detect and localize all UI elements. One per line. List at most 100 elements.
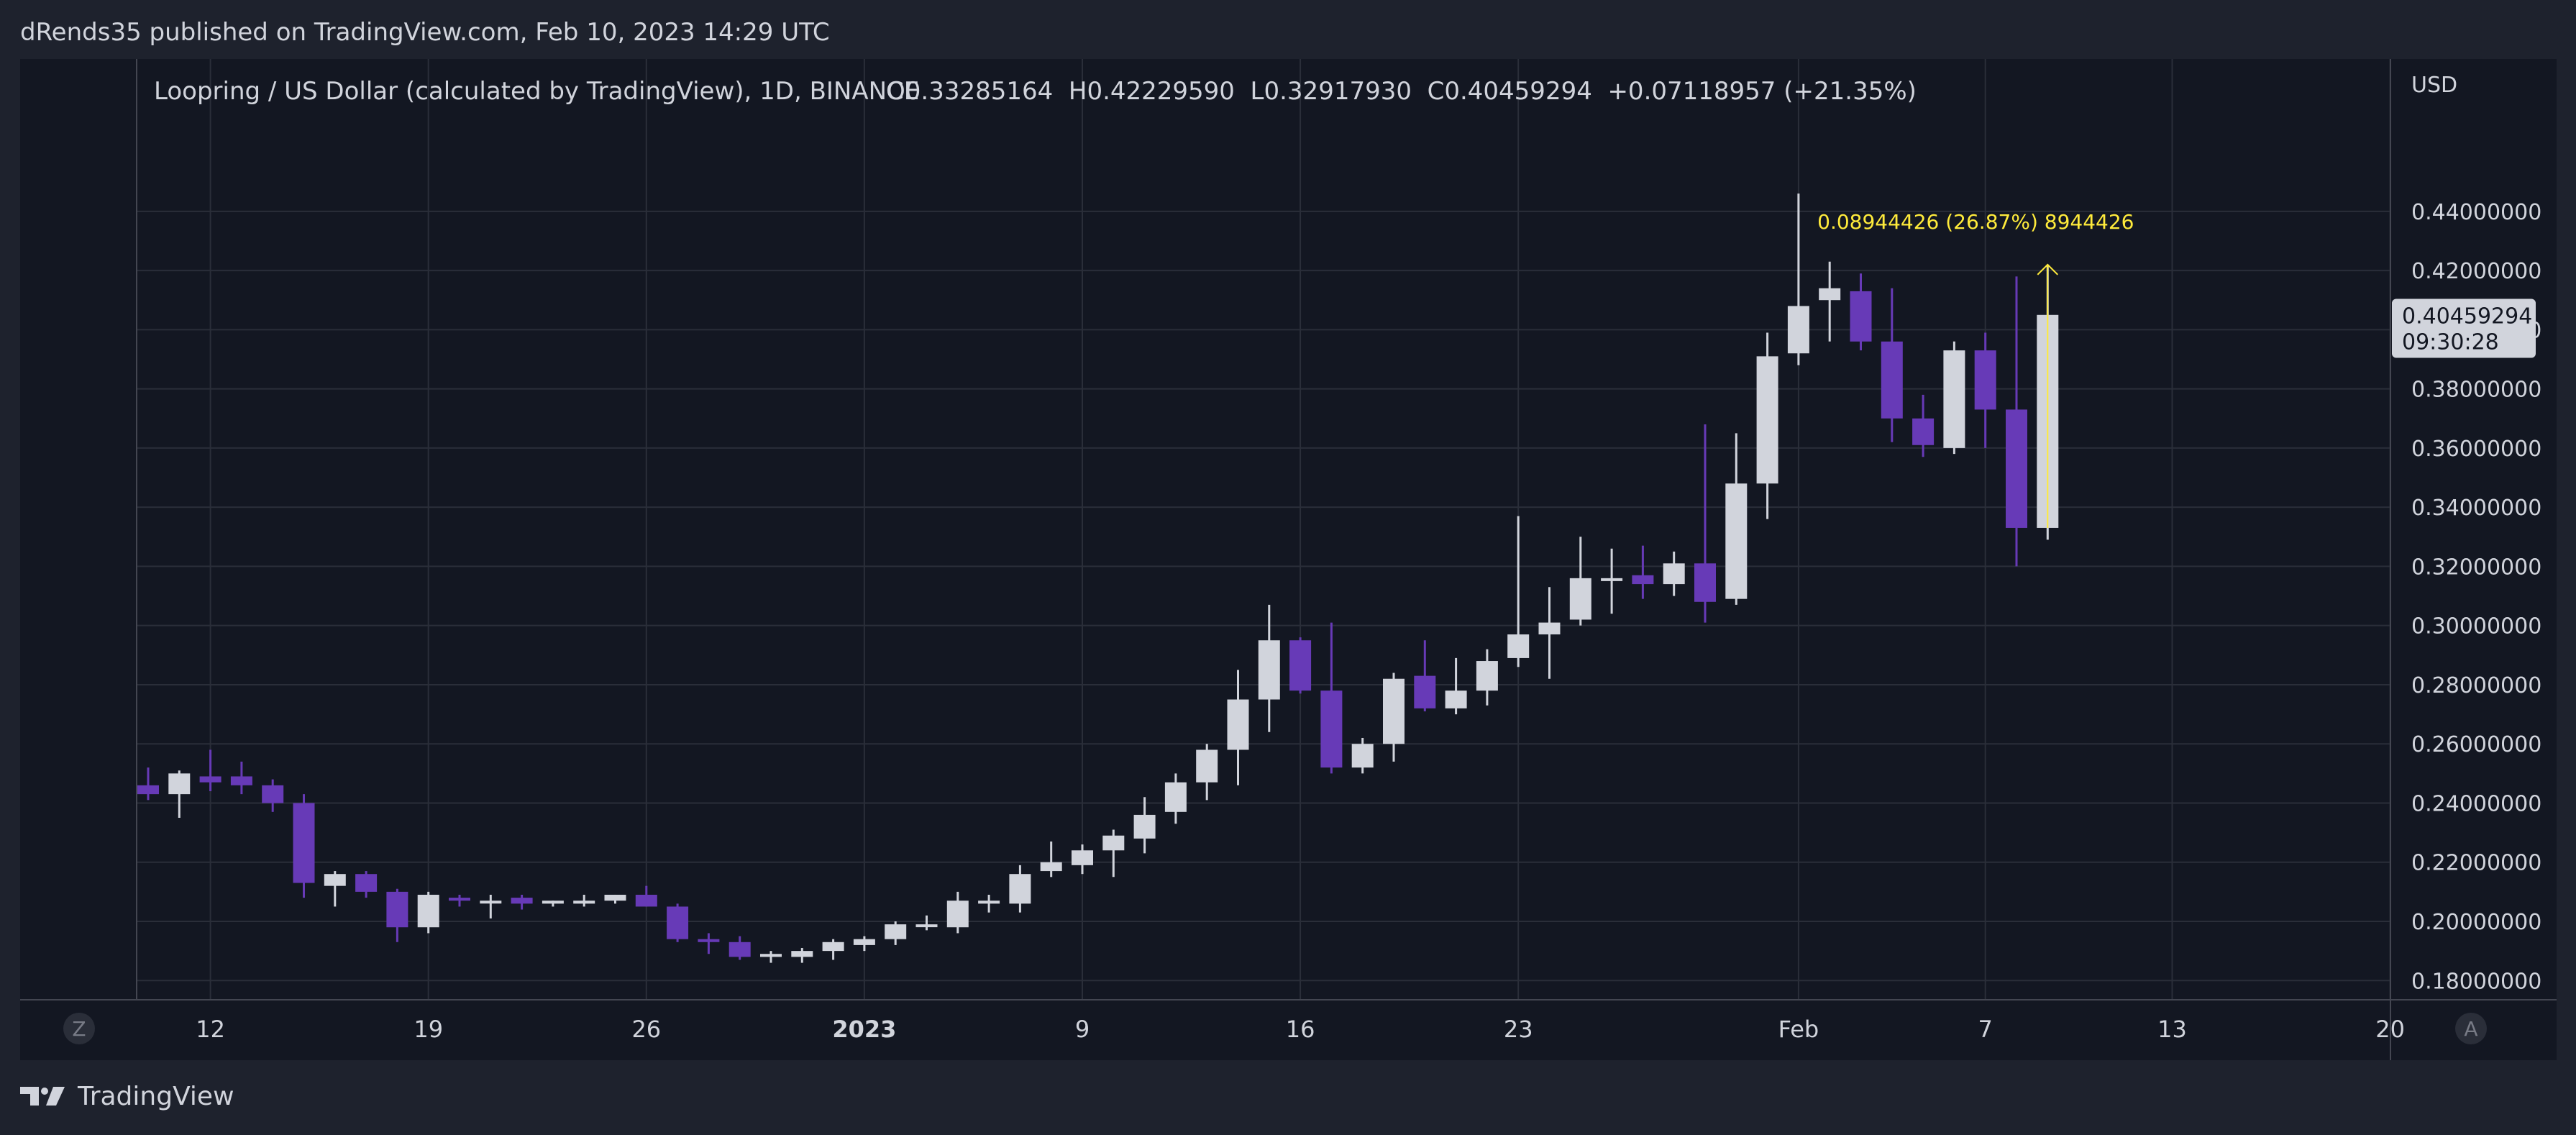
time-tick-label: 19 [414,1016,443,1043]
candle-body [199,776,221,783]
candle-body [417,894,439,928]
candle-body [1756,356,1778,484]
candle-body [1881,341,1903,419]
price-tick-label: 0.20000000 [2411,910,2541,935]
candle-body [1383,678,1405,744]
time-tick-label: 7 [1978,1016,1993,1043]
currency-label: USD [2411,73,2457,98]
price-axis-labels: 0.18000000 0.20000000 0.22000000 0.24000000… [2411,200,2541,994]
candle-body [1694,563,1716,602]
candle-body [1569,578,1591,620]
candle-body [230,776,252,785]
time-tick-label: 2023 [832,1016,896,1043]
price-tick-label: 0.44000000 [2411,200,2541,225]
log-scale-button[interactable]: Z [63,1013,95,1044]
candlestick-chart[interactable]: 0.08944426 (26.87%) 8944426 Loopring / U… [20,59,2557,1060]
time-tick-label: Feb [1778,1016,1819,1043]
candle-body [137,785,159,795]
price-tick-label: 0.28000000 [2411,673,2541,698]
candle-body [1601,578,1623,581]
candle-body [915,924,938,928]
candle-body [853,939,875,945]
candle-body [946,901,969,928]
candle-body [2006,409,2027,528]
candle-body [324,874,346,886]
candle-body [760,954,782,957]
candle-body [1040,862,1062,872]
tradingview-logo-icon [20,1087,65,1106]
candle-body [1819,288,1841,301]
last-price-badge: 0.40459294 09:30:28 [2392,298,2536,358]
time-tick-label: 13 [2157,1016,2187,1043]
price-tick-label: 0.38000000 [2411,378,2541,403]
price-tick-label: 0.26000000 [2411,732,2541,757]
footer-brand[interactable]: TradingView [20,1075,234,1118]
chart-background [20,59,2557,1060]
time-axis-labels: 12 19 26 2023 9 16 23 Feb 7 13 20 [196,1016,2405,1043]
auto-scale-label: A [2464,1017,2477,1041]
time-tick-label: 9 [1075,1016,1090,1043]
candle-body [1974,350,1996,410]
candle-body [293,803,315,883]
measure-annotation: 0.08944426 (26.87%) 8944426 [1817,210,2134,528]
time-tick-label: 23 [1504,1016,1533,1043]
published-text: dRends35 published on TradingView.com, F… [20,18,830,47]
price-tick-label: 0.24000000 [2411,791,2541,816]
time-tick-label: 12 [196,1016,225,1043]
price-tick-label: 0.22000000 [2411,851,2541,876]
candle-body [635,894,657,907]
candle-body [168,773,191,795]
candle-body [511,898,533,904]
chart-panel[interactable]: 0.08944426 (26.87%) 8944426 Loopring / U… [20,59,2557,1060]
candle-body [1320,690,1343,768]
candle-body [1445,690,1467,708]
candle-body [1102,835,1125,851]
candle-body [978,901,1000,904]
price-tick-label: 0.30000000 [2411,614,2541,639]
candle-body [1943,350,1965,448]
candle-body [573,901,595,904]
candle-body [729,942,751,957]
published-header: dRends35 published on TradingView.com, F… [0,0,2576,65]
candle-body [1632,575,1654,585]
price-tick-label: 0.18000000 [2411,969,2541,994]
candle-body [386,891,408,928]
auto-scale-button[interactable]: A [2455,1013,2487,1044]
price-tick-label: 0.32000000 [2411,555,2541,580]
candle-body [1507,634,1530,658]
candle-body [1476,661,1498,691]
candle-body [1196,749,1218,783]
candle-body [355,874,378,892]
symbol-title: Loopring / US Dollar (calculated by Trad… [154,77,919,106]
candle-body [262,785,284,803]
candle-body [1009,874,1031,904]
candle-body [604,894,626,901]
candle-body [1164,782,1187,812]
candle-body [1133,814,1156,839]
time-tick-label: 26 [631,1016,661,1043]
measure-arrow-icon [2037,263,2059,275]
candle-body [1850,291,1872,342]
candle-body [1258,640,1280,700]
log-scale-label: Z [72,1017,86,1041]
candle-body [1725,483,1748,599]
vertical-gridlines [209,59,2391,1000]
price-tick-label: 0.42000000 [2411,259,2541,284]
price-tick-label: 0.34000000 [2411,496,2541,521]
candles [137,193,2059,963]
last-price-value: 0.40459294 [2402,304,2532,329]
candle-body [791,951,813,957]
candle-body [1912,418,1935,445]
footer-brand-text: TradingView [78,1081,234,1111]
candle-body [885,924,907,939]
candle-body [822,942,844,952]
candle-body [1787,306,1809,354]
candle-body [667,906,689,939]
candle-body [1072,850,1093,865]
candle-body [542,901,564,904]
candle-body [480,901,502,904]
candle-body [1538,622,1561,635]
candle-body [1414,675,1436,708]
last-price-countdown: 09:30:28 [2402,329,2499,355]
time-tick-label: 16 [1286,1016,1315,1043]
